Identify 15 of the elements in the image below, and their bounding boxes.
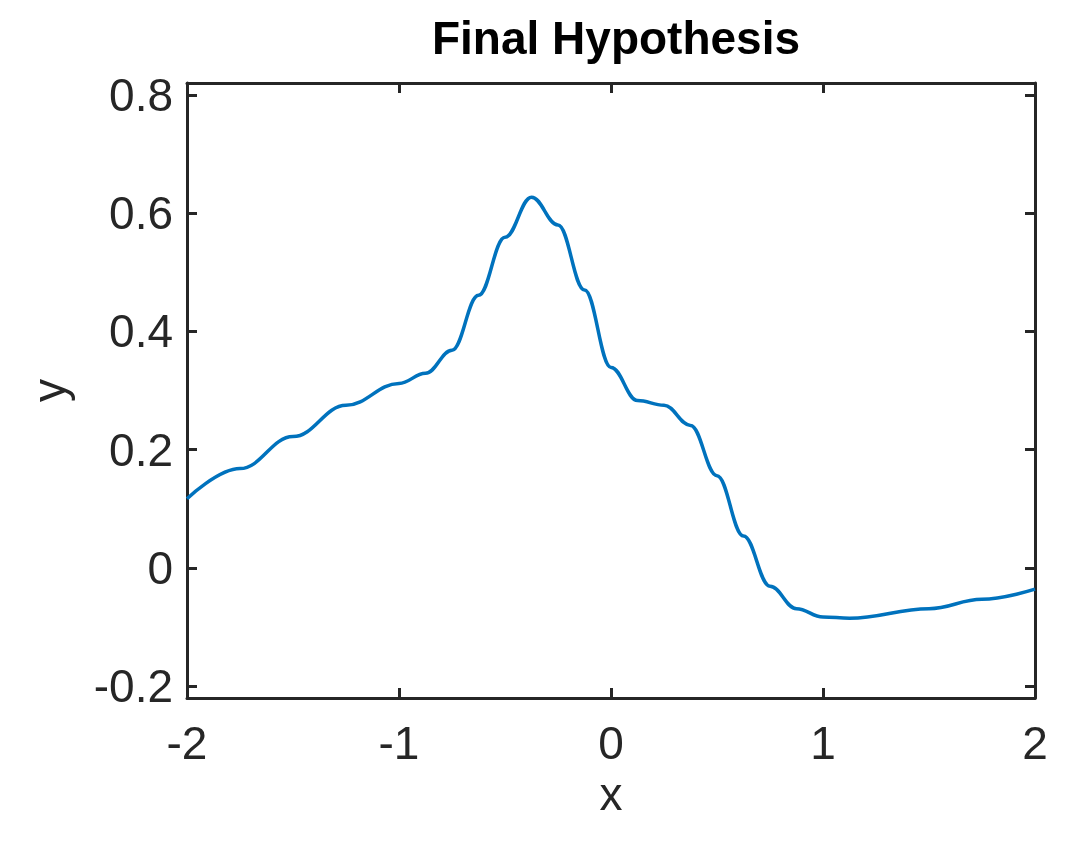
x-tick-label: 2 (1022, 717, 1048, 769)
y-tick-label: 0.6 (109, 187, 173, 240)
x-tick-label: -2 (166, 717, 208, 769)
y-tick-label: 0 (147, 541, 173, 594)
x-tick-label: 0 (598, 717, 624, 769)
chart-title: Final Hypothesis (431, 12, 801, 64)
line-series (185, 195, 1037, 620)
y-tick-label: 0.4 (109, 305, 173, 358)
x-axis-title: x (599, 767, 623, 820)
y-axis-title: y (23, 379, 75, 402)
y-tick-label: 0.8 (109, 68, 173, 121)
x-tick-label: 1 (810, 717, 836, 769)
x-tick-label: -1 (378, 717, 420, 769)
y-tick-label: 0.2 (109, 423, 173, 476)
y-tick-label: -0.2 (93, 660, 173, 713)
